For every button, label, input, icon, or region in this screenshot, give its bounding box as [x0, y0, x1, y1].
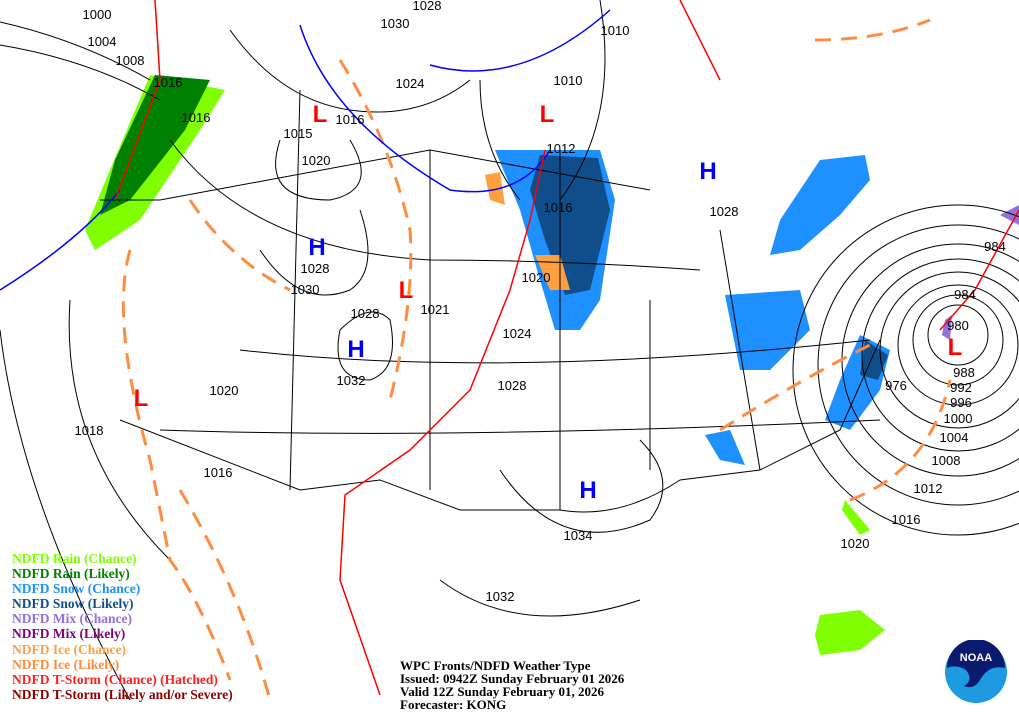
low-pressure-center: L	[313, 101, 328, 128]
isobar-label: 1008	[932, 453, 961, 468]
isobar-labels: 1000100410081016101610151016102010281030…	[75, 0, 1006, 604]
valid-time: Valid 12Z Sunday February 01, 2026	[400, 684, 604, 699]
isobar-label: 1020	[522, 270, 551, 285]
mix-chance-area	[942, 315, 952, 340]
snow-chance-area-ohio	[725, 290, 810, 370]
isobar-label: 1016	[336, 112, 365, 127]
isobar-label: 1018	[75, 423, 104, 438]
isobar-label: 996	[950, 395, 972, 410]
svg-text:NOAA: NOAA	[960, 652, 992, 664]
isobar-label: 1010	[554, 73, 583, 88]
isobar-label: 1012	[914, 481, 943, 496]
stationary-front	[339, 149, 546, 696]
snow-likely-area	[530, 155, 610, 295]
isobar-label: 980	[947, 318, 969, 333]
front-nw	[114, 0, 161, 201]
legend-item: NDFD Snow (Chance)	[12, 581, 141, 597]
isobar-label: 988	[953, 365, 975, 380]
cold-front-north	[429, 9, 611, 72]
high-pressure-center: H	[699, 158, 716, 185]
legend-item: NDFD Mix (Chance)	[12, 611, 132, 627]
rain-chance-area-fl	[815, 610, 885, 655]
dashed-troughs	[121, 18, 952, 701]
low-pressure-center: L	[399, 277, 414, 304]
isobar-label: 1024	[396, 76, 425, 91]
rain-likely-area	[100, 75, 210, 215]
isobar-label: 1016	[544, 200, 573, 215]
cold-front-west	[0, 189, 121, 291]
legend-item: NDFD Rain (Likely)	[12, 566, 130, 582]
ice-chance-area	[535, 255, 570, 290]
isobar-label: 1020	[210, 383, 239, 398]
isobar-label: 1032	[337, 373, 366, 388]
isobar-label: 1028	[498, 378, 527, 393]
warm-front-east	[939, 209, 1019, 331]
isobar-label: 1030	[291, 282, 320, 297]
isobar-label: 984	[954, 287, 976, 302]
isobar-label: 1028	[413, 0, 442, 13]
isobar-label: 1008	[116, 53, 145, 68]
high-pressure-center: H	[347, 336, 364, 363]
isobar-label: 1028	[351, 306, 380, 321]
isobar-label: 1032	[486, 589, 515, 604]
high-pressure-center: H	[308, 234, 325, 261]
isobar-label: 1034	[564, 528, 593, 543]
isobar-label: 1020	[841, 536, 870, 551]
isobar-label: 976	[885, 378, 907, 393]
legend-item: NDFD T-Storm (Likely and/or Severe)	[12, 686, 233, 702]
rain-chance-area-fl2	[842, 500, 870, 535]
noaa-logo: NOAA	[945, 640, 1007, 703]
cold-front	[299, 24, 551, 193]
snow-chance-area-ne	[770, 155, 870, 255]
isobar-label: 984	[984, 239, 1006, 254]
isobar-label: 1028	[301, 261, 330, 276]
legend-item: NDFD Mix (Likely)	[12, 626, 126, 642]
isobar-label: 1004	[88, 34, 117, 49]
map-title: WPC Fronts/NDFD Weather Type	[400, 658, 591, 673]
legend-item: NDFD Rain (Chance)	[12, 551, 137, 566]
isobar-label: 1030	[381, 16, 410, 31]
legend-item: NDFD Ice (Chance)	[12, 641, 126, 657]
low-pressure-center: L	[134, 385, 149, 412]
front-ne	[679, 0, 721, 81]
legend-item: NDFD Snow (Likely)	[12, 596, 134, 612]
legend: NDFD Rain (Chance) NDFD Rain (Likely) NDFD…	[12, 551, 233, 702]
precip-areas	[85, 75, 1019, 655]
isobar-label: 1028	[710, 204, 739, 219]
isobar-label: 1010	[601, 23, 630, 38]
ice-chance-area-2	[485, 172, 505, 205]
fronts	[0, 0, 1019, 696]
snow-chance-area-south	[705, 430, 745, 465]
isobar-label: 1012	[547, 141, 576, 156]
legend-item: NDFD Ice (Likely)	[12, 656, 120, 672]
low-pressure-center: L	[948, 334, 963, 361]
legend-item: NDFD T-Storm (Chance) (Hatched)	[12, 671, 218, 687]
isobar-label: 1000	[83, 7, 112, 22]
isobar-label: 1016	[154, 75, 183, 90]
high-pressure-center: H	[579, 477, 596, 504]
map-borders	[100, 89, 881, 513]
isobar-label: 1016	[182, 110, 211, 125]
isobar-label: 1000	[944, 411, 973, 426]
isobar-label: 1020	[302, 153, 331, 168]
isobar-label: 1016	[204, 465, 233, 480]
isobar-label: 992	[950, 380, 972, 395]
map-info: WPC Fronts/NDFD Weather Type Issued: 094…	[400, 659, 624, 711]
issued-time: Issued: 0942Z Sunday February 01 2026	[400, 671, 625, 686]
isobar-label: 1015	[284, 126, 313, 141]
isobar-label: 1004	[940, 430, 969, 445]
isobar-label: 1024	[503, 326, 532, 341]
pressure-centers: H H H H L L L L L	[134, 101, 963, 504]
isobar-label: 1021	[421, 302, 450, 317]
isobar-label: 1016	[892, 512, 921, 527]
low-pressure-center: L	[540, 101, 555, 128]
forecaster: Forecaster: KONG	[400, 697, 507, 712]
